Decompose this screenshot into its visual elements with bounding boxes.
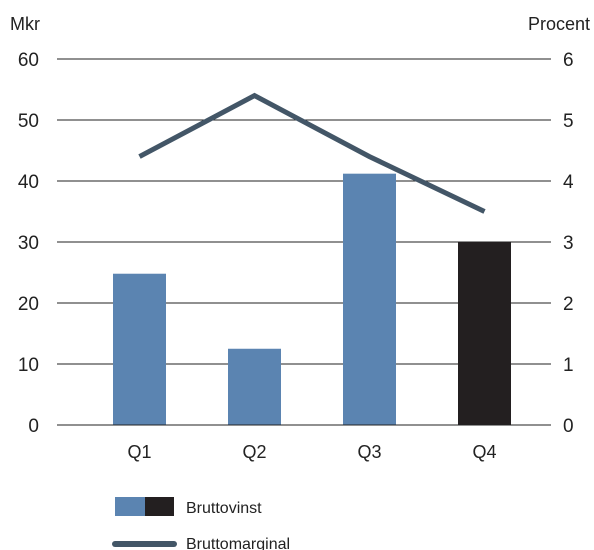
left-tick-label-30: 30 <box>18 233 39 254</box>
legend-swatch-bar-dark <box>145 497 174 516</box>
right-tick-label-6: 6 <box>563 50 574 71</box>
right-axis-unit-label: Procent <box>528 14 590 34</box>
legend-item-bar: Bruttovinst <box>115 497 262 517</box>
bar-series <box>57 173 551 426</box>
right-tick-label-1: 1 <box>563 355 574 376</box>
right-tick-label-0: 0 <box>563 416 574 437</box>
legend-label-bruttovinst: Bruttovinst <box>186 500 262 517</box>
legend-label-bruttomarginal: Bruttomarginal <box>186 536 290 550</box>
left-tick-label-50: 50 <box>18 111 39 132</box>
legend: Bruttovinst Bruttomarginal <box>112 497 290 550</box>
left-tick-label-60: 60 <box>18 50 39 71</box>
legend-item-line: Bruttomarginal <box>112 536 290 550</box>
category-label-q3: Q3 <box>357 442 381 462</box>
category-label-q4: Q4 <box>472 442 496 462</box>
left-tick-label-20: 20 <box>18 294 39 315</box>
left-tick-label-40: 40 <box>18 172 39 193</box>
category-labels: Q1 Q2 Q3 Q4 <box>127 442 496 462</box>
left-tick-label-10: 10 <box>18 355 39 376</box>
left-tick-label-0: 0 <box>28 416 39 437</box>
line-series <box>138 92 486 214</box>
right-tick-label-3: 3 <box>563 233 574 254</box>
bar-q4 <box>458 242 511 425</box>
bar-q2 <box>228 348 281 425</box>
right-axis-ticks: 0 1 2 3 4 5 6 <box>563 50 574 437</box>
right-tick-label-5: 5 <box>563 111 574 132</box>
bar-q1 <box>113 273 166 425</box>
left-axis-ticks: 0 10 20 30 40 50 60 <box>18 50 39 437</box>
left-axis-unit-label: Mkr <box>10 14 40 34</box>
legend-swatch-bar-blue <box>115 497 145 516</box>
right-tick-label-2: 2 <box>563 294 574 315</box>
category-label-q1: Q1 <box>127 442 151 462</box>
bar-q3 <box>343 173 396 425</box>
category-label-q2: Q2 <box>242 442 266 462</box>
right-tick-label-4: 4 <box>563 172 574 193</box>
line-bruttomarginal <box>138 92 486 214</box>
